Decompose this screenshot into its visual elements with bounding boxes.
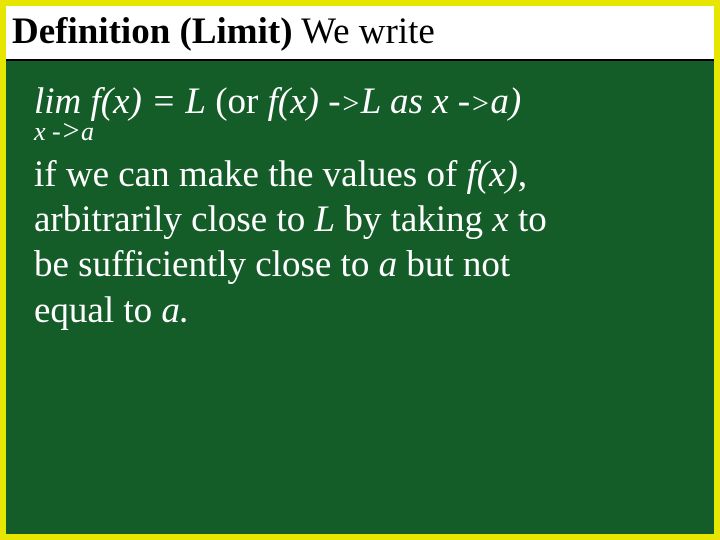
line4a: equal to: [34, 290, 152, 331]
equals-L: = L: [142, 81, 206, 122]
sub-arrow-b: >: [61, 114, 81, 147]
a-close: a): [490, 81, 521, 122]
line2b: L: [305, 199, 335, 240]
line2a: arbitrarily close to: [34, 199, 305, 240]
line2e: to: [509, 199, 547, 240]
limit-label: (Limit): [180, 11, 293, 52]
explanation-text: if we can make the values of f(x), arbit…: [34, 152, 686, 333]
title-text: Definition (Limit) We write: [12, 11, 435, 52]
line2d: x: [483, 199, 509, 240]
line2c: by taking: [335, 199, 483, 240]
title-spacer: [170, 11, 179, 52]
line4b: a: [152, 290, 180, 331]
line3a: be sufficiently close to: [34, 244, 369, 285]
fx-text-2: f(x): [258, 81, 319, 122]
x-var: x: [423, 81, 449, 122]
arrow-2a: -: [449, 81, 471, 122]
limit-equation-line: lim f(x) = L (or f(x) ->L as x ->a) x ->…: [34, 79, 686, 124]
line1b: f(x): [457, 154, 518, 195]
line1c: ,: [518, 154, 527, 195]
slide-inner: Definition (Limit) We write lim f(x) = L…: [6, 6, 714, 534]
sub-a: a: [81, 117, 94, 146]
title-bar: Definition (Limit) We write: [6, 6, 714, 61]
arrow-2b: >: [470, 87, 490, 120]
sub-x: x: [34, 117, 46, 146]
line3b: a: [369, 244, 397, 285]
line4c: .: [180, 290, 189, 331]
definition-label: Definition: [12, 11, 170, 52]
arrow-1b: >: [341, 87, 361, 120]
limit-subscript: x ->a: [34, 113, 94, 150]
slide-frame: Definition (Limit) We write lim f(x) = L…: [0, 0, 720, 540]
or-open: (or: [206, 81, 258, 122]
arrow-1a: -: [319, 81, 341, 122]
sub-arrow-a: -: [46, 117, 61, 146]
line1a: if we can make the values of: [34, 154, 457, 195]
content-area: lim f(x) = L (or f(x) ->L as x ->a) x ->…: [6, 61, 714, 333]
L-as: L as: [361, 81, 423, 122]
we-write: We write: [293, 11, 435, 52]
line3c: but not: [397, 244, 510, 285]
